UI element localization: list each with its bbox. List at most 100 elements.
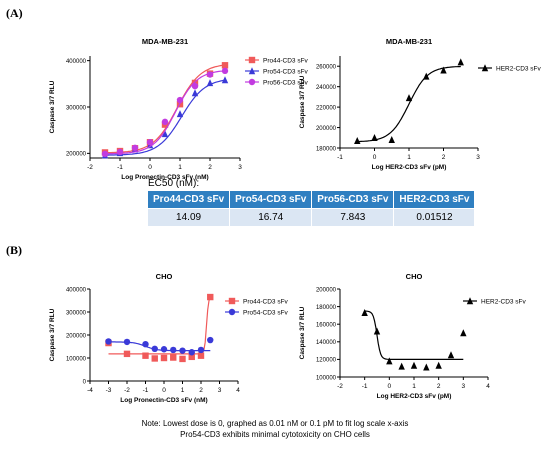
- ec50-title: EC50 (nM):: [148, 178, 200, 189]
- y-tick-label: 120000: [316, 358, 337, 364]
- x-tick-label: 1: [407, 154, 411, 161]
- y-tick-label: 160000: [316, 323, 337, 329]
- legend-marker: [466, 297, 474, 305]
- ec50-value-her2: 0.01512: [393, 208, 476, 226]
- ec50-value-pro56: 7.843: [311, 208, 395, 226]
- data-point: [170, 346, 177, 354]
- legend-marker: [248, 78, 256, 86]
- x-axis-label: Log HER2-CD3 sFv (pM): [372, 164, 447, 171]
- ec50-header-her2: HER2-CD3 sFv: [393, 191, 476, 209]
- data-point: [405, 94, 413, 102]
- y-tick-label: 100000: [66, 356, 87, 362]
- data-point: [188, 349, 195, 356]
- x-tick-label: 1: [412, 383, 416, 390]
- legend-label: HER2-CD3 sFv: [481, 299, 527, 306]
- x-tick-label: 3: [238, 164, 242, 171]
- data-point: [457, 58, 464, 66]
- x-tick-label: 0: [148, 164, 152, 171]
- x-tick-label: 2: [199, 387, 203, 394]
- chart-cho-her2: CHO -2 -1 0 1 2 3 4 100000 120000 140000 160000 1800…: [299, 272, 527, 400]
- data-point: [197, 352, 205, 359]
- data-point: [179, 355, 186, 363]
- chart-cho-pronectin: CHO -4 -3 -2 -1 0 1 2 3 4 0 100000 200000 300000 40000…: [49, 272, 289, 404]
- x-tick-label: -2: [337, 383, 343, 390]
- y-tick-label: 220000: [316, 105, 337, 111]
- ec50-header-pro54: Pro54-CD3 sFv: [229, 191, 313, 209]
- data-point: [123, 350, 131, 358]
- y-tick-label: 180000: [316, 305, 337, 311]
- legend-marker: [248, 56, 256, 64]
- x-tick-label: 3: [476, 154, 480, 161]
- x-tick-label: -1: [362, 383, 368, 390]
- series-line: [108, 297, 211, 355]
- footnote-line-2: Pro54-CD3 exhibits minimal cytotoxicity …: [180, 430, 370, 439]
- legend-marker: [248, 67, 256, 75]
- legend-marker: [228, 297, 236, 305]
- x-axis-label: Log Pronectin-CD3 sFv (nM): [121, 174, 208, 181]
- data-point: [354, 137, 361, 145]
- x-tick-label: -2: [124, 387, 130, 394]
- x-tick-label: 0: [162, 387, 166, 394]
- data-point: [179, 347, 186, 354]
- y-tick-label: 400000: [66, 287, 87, 293]
- x-tick-label: 0: [388, 383, 392, 390]
- x-tick-label: -1: [143, 387, 149, 394]
- x-tick-label: 2: [437, 383, 441, 390]
- data-point: [207, 293, 214, 301]
- legend-label: HER2-CD3 sFv: [496, 66, 542, 73]
- data-point: [161, 118, 169, 126]
- data-point: [206, 71, 214, 78]
- data-point: [447, 351, 455, 359]
- series-line: [105, 70, 226, 155]
- x-tick-label: -1: [337, 154, 343, 161]
- data-point: [398, 362, 405, 370]
- footnote: Note: Lowest dose is 0, graphed as 0.01 …: [0, 418, 550, 440]
- x-tick-label: 3: [218, 387, 222, 394]
- data-point: [423, 72, 430, 80]
- data-point: [197, 346, 205, 354]
- ec50-value-pro54: 16.74: [229, 208, 313, 226]
- data-point: [188, 353, 195, 361]
- x-tick-label: -2: [87, 164, 93, 171]
- chart-title: CHO: [406, 272, 423, 281]
- data-point: [423, 363, 430, 371]
- y-tick-label: 200000: [66, 333, 87, 339]
- data-point: [151, 355, 158, 362]
- legend-label: Pro44-CD3 sFv: [263, 58, 309, 65]
- ec50-value-pro44: 14.09: [148, 208, 231, 226]
- data-point: [131, 144, 139, 151]
- data-point: [460, 329, 467, 337]
- y-tick-label: 0: [83, 379, 87, 385]
- data-point: [105, 338, 112, 345]
- y-axis-label: Caspase 3/7 RLU: [49, 80, 56, 133]
- data-point: [191, 82, 199, 90]
- y-tick-label: 300000: [66, 310, 87, 316]
- y-axis-label: Caspase 3/7 RLU: [49, 308, 56, 361]
- data-point: [221, 76, 229, 84]
- y-tick-label: 200000: [316, 287, 337, 293]
- data-point: [388, 136, 395, 144]
- data-point: [142, 341, 149, 348]
- x-axis-label: Log Pronectin-CD3 sFv (nM): [120, 397, 207, 404]
- series-line: [364, 310, 464, 360]
- ec50-header-pro44: Pro44-CD3 sFv: [148, 191, 231, 209]
- y-tick-label: 100000: [316, 375, 337, 381]
- data-point: [435, 361, 442, 369]
- data-point: [221, 62, 229, 69]
- legend-label: Pro54-CD3 sFv: [263, 69, 309, 76]
- y-axis-label: Caspase 3/7 RLU: [299, 75, 306, 128]
- chart-title: MDA-MB-231: [142, 37, 188, 46]
- y-tick-label: 140000: [316, 340, 337, 346]
- y-tick-label: 300000: [66, 105, 87, 111]
- x-tick-label: 4: [486, 383, 490, 390]
- y-tick-label: 240000: [316, 85, 337, 91]
- chart-title: CHO: [156, 272, 173, 281]
- panel-b-label: (B): [6, 243, 22, 257]
- legend-label: Pro44-CD3 sFv: [243, 299, 289, 306]
- data-point: [221, 67, 229, 75]
- x-tick-label: -1: [117, 164, 123, 171]
- data-point: [101, 150, 109, 158]
- data-point: [386, 357, 393, 365]
- data-point: [116, 148, 124, 156]
- data-point: [207, 336, 214, 344]
